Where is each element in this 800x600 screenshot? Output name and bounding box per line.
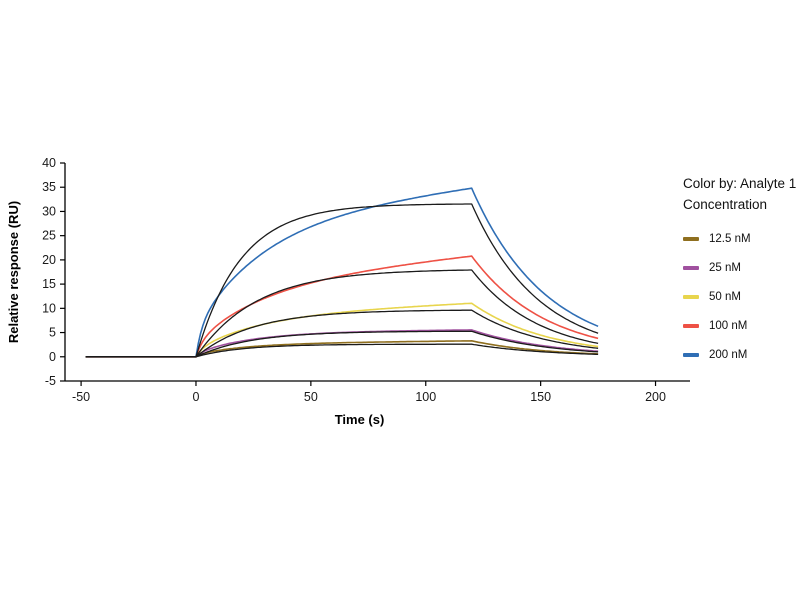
x-tick-label: 0 (192, 390, 199, 404)
x-tick-label: 200 (645, 390, 666, 404)
series-200-nM-data (85, 187, 599, 358)
y-tick-label: 20 (42, 253, 56, 267)
y-tick-label: 0 (49, 350, 56, 364)
y-tick-label: 30 (42, 204, 56, 218)
y-tick-label: 25 (42, 229, 56, 243)
legend-swatch-icon (683, 294, 699, 299)
legend-item-label: 200 nM (709, 348, 748, 361)
y-tick-label: 40 (42, 156, 56, 170)
legend-item-200-nM: 200 nM (683, 349, 797, 361)
y-axis-title: Relative response (RU) (6, 201, 21, 343)
legend-item-label: 50 nM (709, 290, 741, 303)
legend-item-label: 12.5 nM (709, 232, 751, 245)
legend: Color by: Analyte 1 Concentration 12.5 n… (683, 174, 797, 361)
y-tick-label: 10 (42, 301, 56, 315)
x-tick-label: 50 (304, 390, 318, 404)
series-25-nM-fit (85, 330, 599, 358)
series-12.5-nM-fit (85, 343, 599, 358)
legend-swatch-icon (683, 352, 699, 357)
legend-item-25-nM: 25 nM (683, 262, 797, 274)
x-axis-title: Time (s) (335, 412, 385, 427)
x-tick-label: 150 (530, 390, 551, 404)
y-tick-label: 15 (42, 277, 56, 291)
x-tick-label: -50 (72, 390, 90, 404)
y-tick-label: 5 (49, 326, 56, 340)
legend-item-label: 25 nM (709, 261, 741, 274)
legend-swatch-icon (683, 323, 699, 328)
series-200-nM-fit (85, 203, 599, 358)
legend-item-label: 100 nM (709, 319, 748, 332)
legend-item-50-nM: 50 nM (683, 291, 797, 303)
legend-title: Color by: Analyte 1 Concentration (683, 176, 797, 212)
legend-item-100-nM: 100 nM (683, 320, 797, 332)
y-tick-label: 35 (42, 180, 56, 194)
legend-items: 12.5 nM 25 nM 50 nM 100 nM 200 nM (683, 233, 797, 361)
legend-swatch-icon (683, 236, 699, 241)
x-tick-label: 100 (415, 390, 436, 404)
legend-swatch-icon (683, 265, 699, 270)
y-tick-label: -5 (45, 374, 56, 388)
legend-item-12.5-nM: 12.5 nM (683, 233, 797, 245)
